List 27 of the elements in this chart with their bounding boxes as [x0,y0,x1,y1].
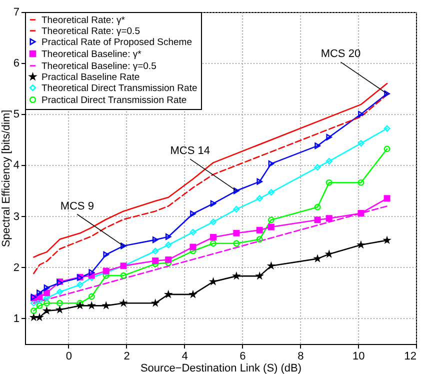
legend-label: Theoretical Direct Transmission Rate [42,82,198,94]
y-tick-label: 5 [13,108,20,121]
annotation: MCS 14 [170,145,210,158]
legend-label: Practical Rate of Proposed Scheme [42,36,192,48]
x-tick-label: 4 [182,350,188,362]
legend-label: Theoretical Baseline: γ* [42,48,142,60]
legend-label: Practical Direct Transmission Rate [42,94,187,106]
legend-label: Practical Baseline Rate [42,72,140,83]
x-tick-label: 0 [66,350,72,362]
y-tick-label: 1 [13,312,20,325]
annotation: MCS 9 [60,200,94,212]
annotation: MCS 20 [320,48,361,60]
x-tick-label: 8 [298,350,304,362]
y-tick-label: 3 [13,210,20,223]
y-tick-label: 2 [13,262,20,274]
legend-label: Theoretical Rate: γ=0.5 [42,26,140,37]
x-tick-label: 6 [240,350,246,362]
legend-label: Theoretical Rate: γ* [42,14,126,26]
x-tick-label: 12 [404,350,416,362]
y-tick-label: 4 [13,160,20,172]
x-axis-title: Source−Destination Link (S) (dB) [140,362,302,374]
x-tick-label: 10 [352,350,365,362]
y-tick-label: 7 [13,6,20,18]
y-axis-title: Spectral Efficiency [bits/dim] [0,110,12,248]
x-tick-label: 2 [124,350,130,362]
y-tick-label: 6 [13,58,20,70]
legend-label: Theoretical Baseline: γ=0.5 [42,60,156,72]
